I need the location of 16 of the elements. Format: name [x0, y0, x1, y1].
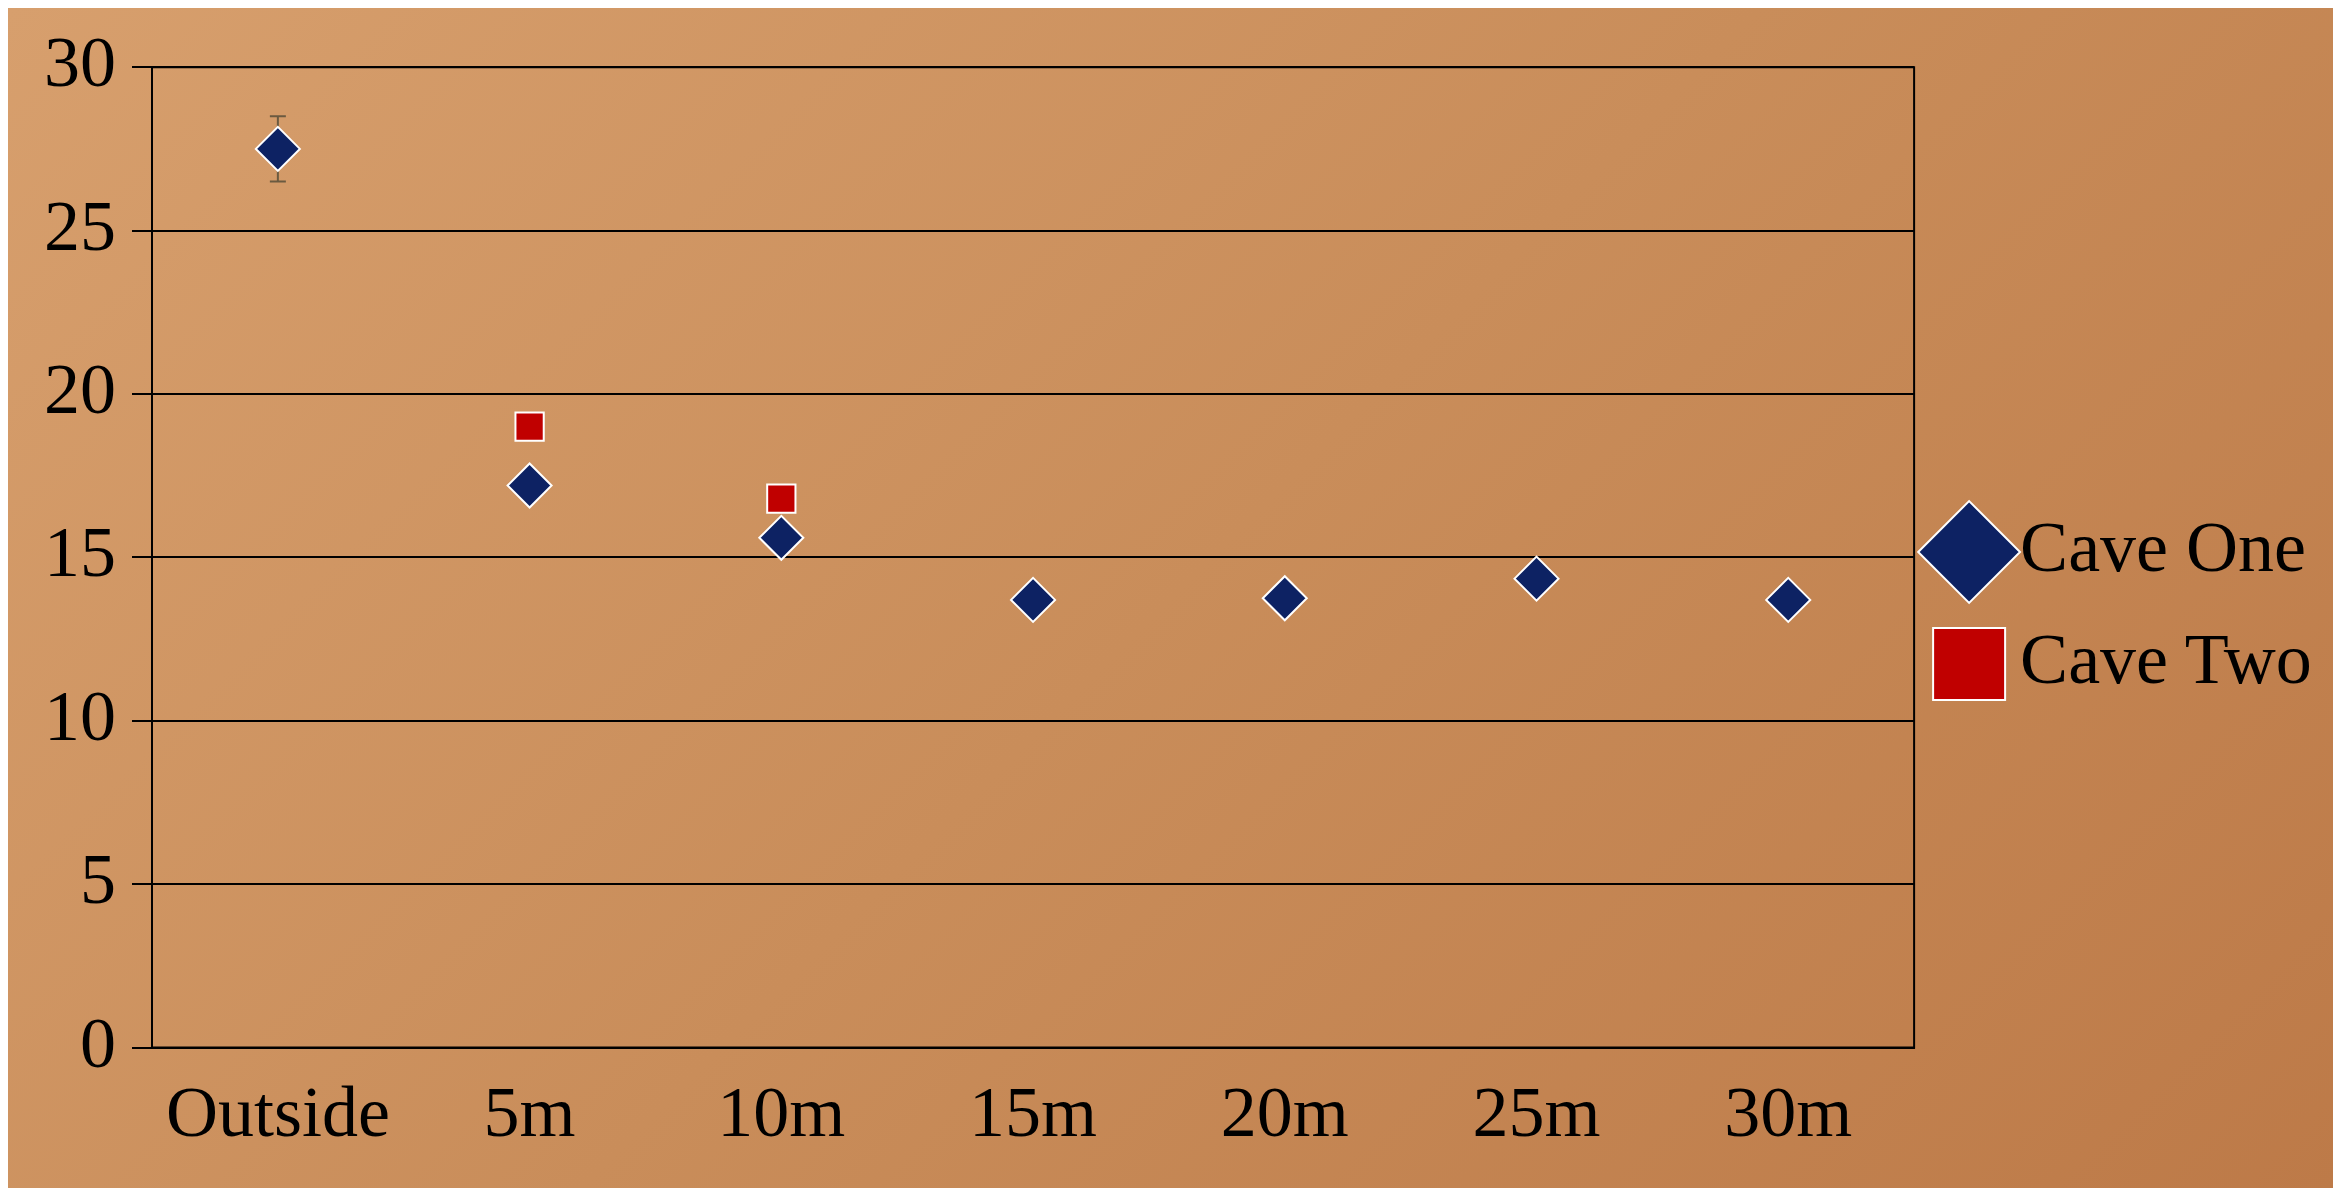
x-tick-label: 25m	[1472, 1071, 1601, 1152]
x-tick-label: 20m	[1220, 1071, 1349, 1152]
y-tick-label: 15	[44, 512, 116, 593]
y-tick-label: 20	[44, 348, 116, 429]
legend-label: Cave One	[2020, 506, 2306, 587]
x-tick-label: 10m	[717, 1071, 846, 1152]
legend-label: Cave Two	[2020, 618, 2312, 699]
y-tick-label: 10	[44, 675, 116, 756]
x-tick-label: Outside	[165, 1071, 390, 1152]
x-tick-label: 30m	[1724, 1071, 1853, 1152]
y-tick-label: 0	[80, 1002, 116, 1083]
y-tick-label: 25	[44, 185, 116, 266]
x-tick-label: 5m	[483, 1071, 576, 1152]
y-tick-label: 30	[44, 22, 116, 103]
x-tick-label: 15m	[969, 1071, 1098, 1152]
y-tick-label: 5	[80, 839, 116, 920]
